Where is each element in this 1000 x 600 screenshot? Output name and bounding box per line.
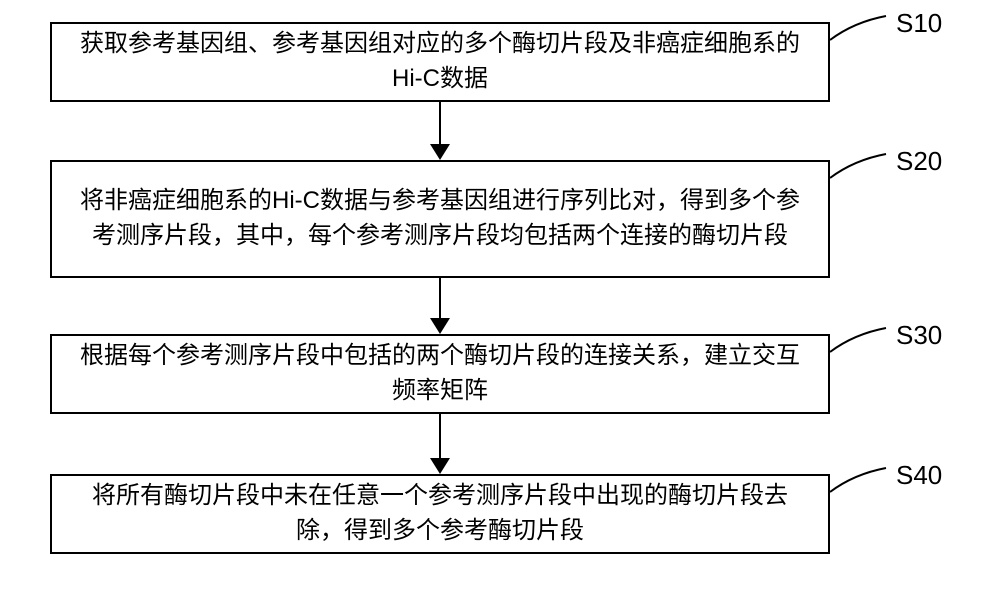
- step-s30: 根据每个参考测序片段中包括的两个酶切片段的连接关系，建立交互频率矩阵: [50, 334, 830, 414]
- flowchart-container: 获取参考基因组、参考基因组对应的多个酶切片段及非癌症细胞系的Hi-C数据 S10…: [50, 22, 950, 582]
- step-s40: 将所有酶切片段中未在任意一个参考测序片段中出现的酶切片段去除，得到多个参考酶切片…: [50, 474, 830, 554]
- bracket-s30: [828, 326, 888, 354]
- label-s20: S20: [896, 146, 942, 177]
- label-s10: S10: [896, 8, 942, 39]
- label-s40: S40: [896, 460, 942, 491]
- bracket-s20: [828, 152, 888, 180]
- step-s30-text: 根据每个参考测序片段中包括的两个酶切片段的连接关系，建立交互频率矩阵: [72, 339, 808, 409]
- step-s40-text: 将所有酶切片段中未在任意一个参考测序片段中出现的酶切片段去除，得到多个参考酶切片…: [72, 479, 808, 549]
- step-s10-text: 获取参考基因组、参考基因组对应的多个酶切片段及非癌症细胞系的Hi-C数据: [72, 27, 808, 97]
- bracket-s40: [828, 466, 888, 494]
- step-s20-text: 将非癌症细胞系的Hi-C数据与参考基因组进行序列比对，得到多个参考测序片段，其中…: [72, 184, 808, 254]
- step-s20: 将非癌症细胞系的Hi-C数据与参考基因组进行序列比对，得到多个参考测序片段，其中…: [50, 160, 830, 278]
- label-s30: S30: [896, 320, 942, 351]
- bracket-s10: [828, 14, 888, 42]
- step-s10: 获取参考基因组、参考基因组对应的多个酶切片段及非癌症细胞系的Hi-C数据: [50, 22, 830, 102]
